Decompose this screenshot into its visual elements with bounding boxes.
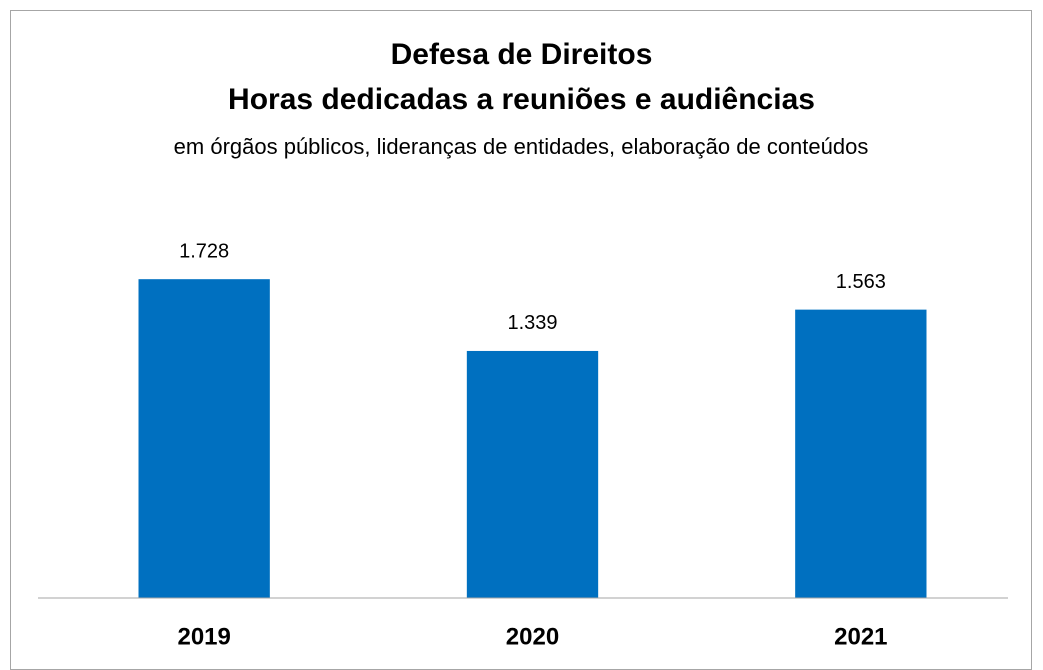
chart-title: Defesa de Direitos <box>390 38 653 71</box>
bar <box>466 350 599 598</box>
data-label: 1.728 <box>179 240 229 262</box>
chart-subtitle: em órgãos públicos, lideranças de entida… <box>173 134 869 159</box>
x-tick-label: 2020 <box>506 623 559 650</box>
x-tick-label: 2021 <box>834 623 887 650</box>
x-tick-label: 2019 <box>177 623 230 650</box>
data-label: 1.339 <box>507 312 557 334</box>
chart-title: Horas dedicadas a reuniões e audiências <box>228 83 815 116</box>
bar <box>795 309 927 598</box>
bar <box>138 279 270 598</box>
data-label: 1.563 <box>836 271 886 293</box>
